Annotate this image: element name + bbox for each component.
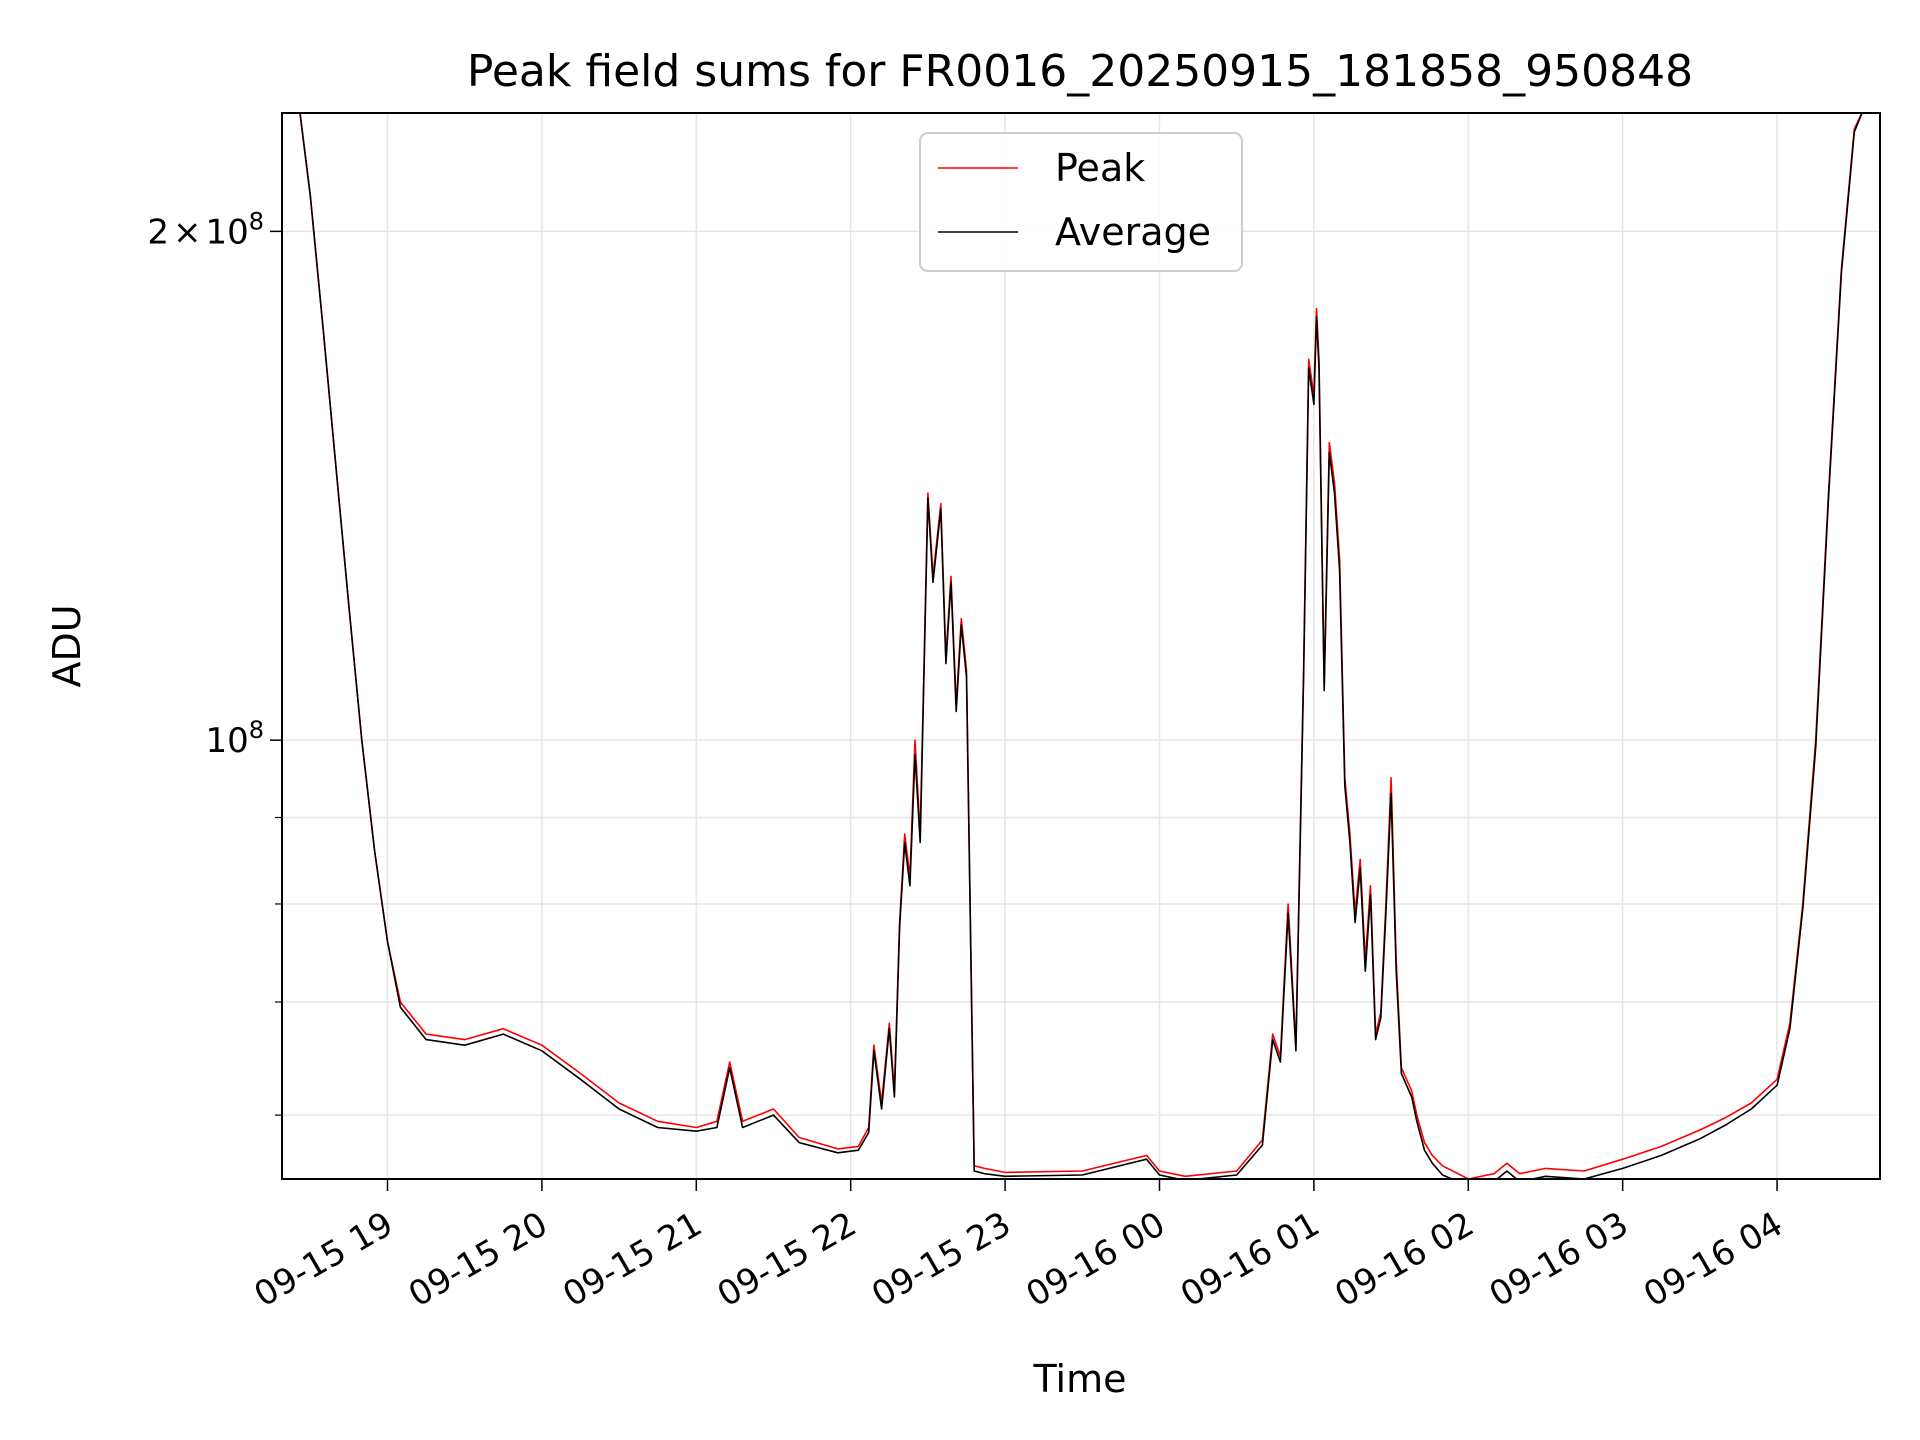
- y-tick-label-exp: 8: [249, 716, 264, 744]
- legend-label-peak: Peak: [1055, 146, 1145, 190]
- y-tick-label-base: 10: [205, 721, 248, 761]
- legend-label-average: Average: [1055, 210, 1211, 254]
- chart-title: Peak field sums for FR0016_20250915_1818…: [467, 46, 1693, 97]
- y-tick-label-base: 10: [205, 212, 248, 252]
- series-lines: [282, 113, 1880, 1179]
- y-tick-label-mantissa: 2: [147, 212, 169, 252]
- y-tick-label: 108: [205, 716, 264, 761]
- plot-frame: [281, 112, 1881, 1180]
- y-axis-label: ADU: [45, 604, 89, 687]
- y-tick-label-times: ×: [173, 212, 202, 252]
- y-tick-label-exp: 8: [249, 207, 264, 235]
- legend: Peak Average: [919, 132, 1243, 272]
- y-tick-label: 2 × 108: [147, 207, 264, 252]
- x-axis-label: Time: [1033, 1357, 1127, 1401]
- series-line-average: [282, 113, 1880, 1179]
